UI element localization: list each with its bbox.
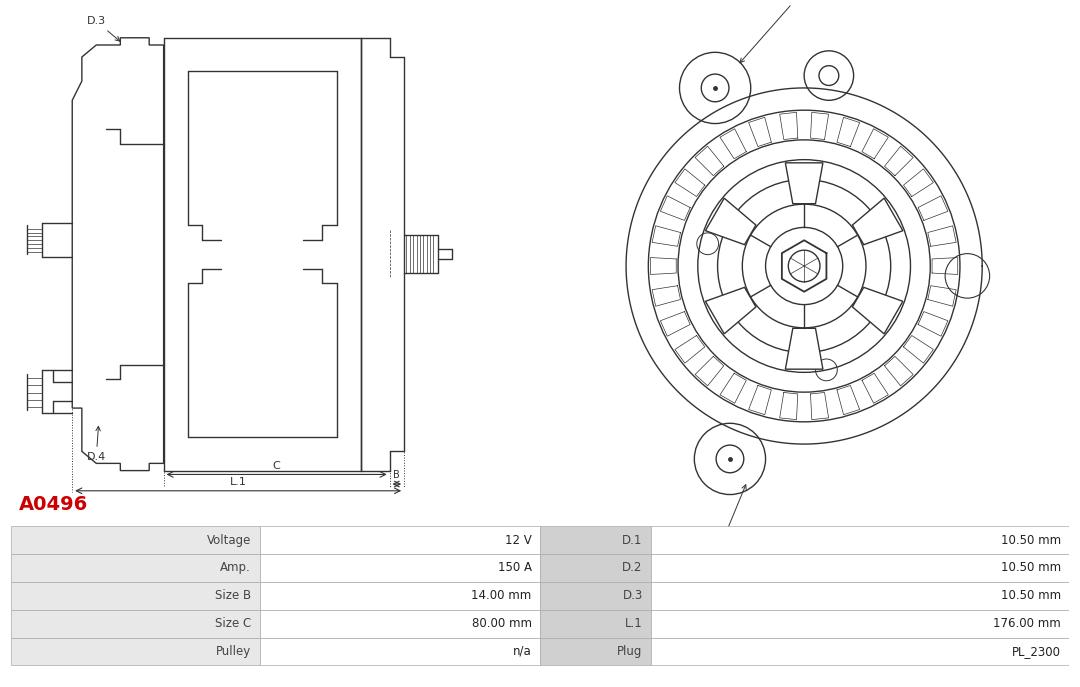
Text: A0496: A0496 bbox=[19, 495, 89, 515]
Polygon shape bbox=[852, 287, 903, 334]
Polygon shape bbox=[852, 198, 903, 245]
Text: Amp.: Amp. bbox=[220, 561, 251, 574]
Text: L.1: L.1 bbox=[625, 617, 643, 630]
Bar bbox=[11, 610, 259, 638]
Text: 150 A: 150 A bbox=[498, 561, 531, 574]
Text: n/a: n/a bbox=[513, 645, 531, 658]
Bar bbox=[259, 582, 540, 610]
Bar bbox=[259, 526, 540, 554]
Bar bbox=[651, 582, 1069, 610]
Text: Pulley: Pulley bbox=[216, 645, 251, 658]
Text: D.2: D.2 bbox=[622, 561, 643, 574]
Text: D.1: D.1 bbox=[622, 534, 643, 547]
Text: Size B: Size B bbox=[215, 589, 251, 602]
Text: 12 V: 12 V bbox=[504, 534, 531, 547]
Polygon shape bbox=[785, 163, 823, 204]
Bar bbox=[540, 554, 651, 582]
Polygon shape bbox=[705, 287, 756, 334]
Text: 14.00 mm: 14.00 mm bbox=[471, 589, 531, 602]
Bar bbox=[651, 526, 1069, 554]
Bar bbox=[259, 638, 540, 665]
Bar bbox=[540, 582, 651, 610]
Text: D.1: D.1 bbox=[740, 0, 809, 63]
Text: 80.00 mm: 80.00 mm bbox=[472, 617, 531, 630]
Bar bbox=[651, 638, 1069, 665]
Text: D.3: D.3 bbox=[86, 16, 120, 41]
Bar bbox=[11, 638, 259, 665]
Bar bbox=[540, 638, 651, 665]
Polygon shape bbox=[705, 198, 756, 245]
Text: Plug: Plug bbox=[618, 645, 643, 658]
Text: 10.50 mm: 10.50 mm bbox=[1000, 589, 1061, 602]
Bar bbox=[259, 610, 540, 638]
Polygon shape bbox=[785, 328, 823, 369]
Bar bbox=[11, 582, 259, 610]
Text: D.2: D.2 bbox=[705, 485, 746, 565]
Text: PL_2300: PL_2300 bbox=[1012, 645, 1061, 658]
Text: Voltage: Voltage bbox=[206, 534, 251, 547]
Text: D.4: D.4 bbox=[86, 427, 106, 462]
Bar bbox=[651, 610, 1069, 638]
Bar bbox=[11, 554, 259, 582]
Text: 176.00 mm: 176.00 mm bbox=[993, 617, 1061, 630]
Bar bbox=[11, 526, 259, 554]
Text: Size C: Size C bbox=[215, 617, 251, 630]
Text: 10.50 mm: 10.50 mm bbox=[1000, 534, 1061, 547]
Bar bbox=[651, 554, 1069, 582]
Text: B: B bbox=[393, 470, 401, 480]
Text: L.1: L.1 bbox=[230, 477, 246, 488]
Bar bbox=[540, 610, 651, 638]
Text: D.3: D.3 bbox=[622, 589, 643, 602]
Bar bbox=[259, 554, 540, 582]
Bar bbox=[540, 526, 651, 554]
Text: C: C bbox=[273, 460, 281, 471]
Text: 10.50 mm: 10.50 mm bbox=[1000, 561, 1061, 574]
